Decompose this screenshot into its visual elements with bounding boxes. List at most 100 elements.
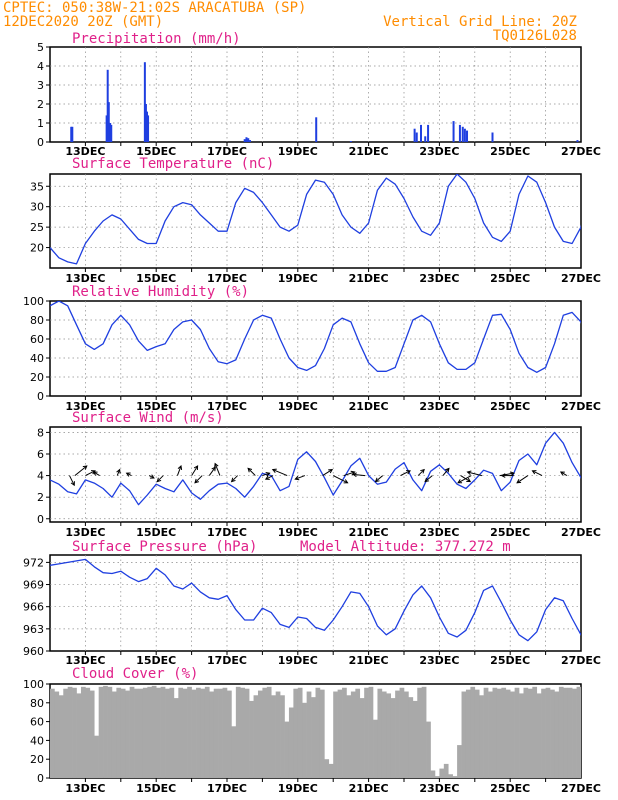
cloud-bar xyxy=(58,695,64,778)
cloud-bar xyxy=(288,707,294,778)
wind-ytick-label: 6 xyxy=(37,448,44,461)
cloud-bar xyxy=(395,690,400,778)
cloud-bar xyxy=(390,698,396,778)
precipitation-ytick-label: 5 xyxy=(37,41,44,54)
precipitation-bar xyxy=(243,139,246,142)
wind-vector-shaft xyxy=(208,466,216,476)
temperature-ytick-label: 20 xyxy=(30,242,44,255)
cloud-bar xyxy=(262,687,268,778)
cloud-bar xyxy=(319,689,325,778)
cloud-ytick-label: 60 xyxy=(30,716,44,729)
cloud-bar xyxy=(452,776,458,778)
header-vertical-grid-line: Vertical Grid Line: 20Z xyxy=(383,14,577,30)
cloud-bar xyxy=(218,688,223,778)
wind-vector-head xyxy=(194,478,199,484)
wind-vector-shaft xyxy=(74,465,88,476)
cloud-bar xyxy=(151,685,157,778)
temperature-frame xyxy=(49,173,582,269)
precipitation-xtick-label: 27DEC xyxy=(561,145,601,158)
cloud-bar xyxy=(134,688,139,778)
precipitation-bar xyxy=(415,132,418,142)
pressure-xtick-label: 25DEC xyxy=(490,654,530,667)
wind-vector-shaft xyxy=(332,475,348,484)
cloud-bar xyxy=(306,691,312,778)
cloud-bar xyxy=(585,690,590,778)
precipitation-plot-area xyxy=(70,62,579,142)
cloud-bar xyxy=(85,687,91,778)
cloud-bar xyxy=(98,686,104,778)
cloud-bar xyxy=(253,695,259,778)
precipitation-xtick-label: 17DEC xyxy=(207,145,247,158)
precipitation-bar xyxy=(147,115,150,142)
cloud-bar xyxy=(492,687,498,778)
cloud-bar xyxy=(173,698,179,778)
precipitation-bar xyxy=(105,115,108,142)
wind-vector-shaft xyxy=(247,468,256,476)
precipitation-xtick-label: 21DEC xyxy=(349,145,389,158)
cloud-bar xyxy=(541,688,546,778)
cloud-bar xyxy=(200,688,206,778)
humidity-xtick-label: 27DEC xyxy=(561,400,601,413)
humidity-plot-area xyxy=(50,301,581,373)
wind-vector-head xyxy=(156,477,162,483)
cloud-bar xyxy=(461,691,467,778)
temperature-ytick-label: 25 xyxy=(30,221,44,234)
cloud-bar xyxy=(399,687,405,778)
cloud-bar xyxy=(514,687,520,778)
precipitation-xtick-label: 23DEC xyxy=(419,145,459,158)
wind-vector-head xyxy=(424,477,430,483)
wind-xtick-label: 17DEC xyxy=(207,526,247,539)
wind-vector-head xyxy=(406,470,411,475)
pressure-xtick-label: 13DEC xyxy=(65,654,105,667)
pressure-ytick-label: 969 xyxy=(23,579,44,592)
wind-vector-head xyxy=(516,479,522,484)
cloud-bar xyxy=(333,691,338,778)
precipitation-bar xyxy=(107,102,110,142)
cloud-bar xyxy=(505,689,511,778)
cloud-bar xyxy=(72,687,77,778)
cloud-bar xyxy=(80,686,86,778)
cloud-bar xyxy=(368,686,374,778)
cloud-bar xyxy=(196,687,201,778)
cloud-bar xyxy=(457,745,462,778)
cloud-bar xyxy=(89,690,95,778)
wind-vector-head xyxy=(211,466,216,472)
humidity-xtick-label: 23DEC xyxy=(419,400,459,413)
cloud-bar xyxy=(359,698,365,778)
pressure-ytick-label: 963 xyxy=(23,623,44,636)
wind-xtick-label: 15DEC xyxy=(136,526,176,539)
precipitation-bar xyxy=(70,126,73,142)
pressure-xtick-label: 19DEC xyxy=(278,654,318,667)
pressure-panel: 960 963 966 969 972 13DEC 15DEC 17DEC 19DEC 21DEC… xyxy=(23,539,601,667)
wind-vector-head xyxy=(264,475,270,480)
wind-vector-shaft xyxy=(467,471,483,477)
precipitation-bar xyxy=(466,130,469,142)
cloud-bar xyxy=(434,776,440,778)
wind-vector-shaft xyxy=(93,471,100,477)
wind-vector-shaft xyxy=(191,465,199,476)
wind-vector-shaft xyxy=(262,472,270,477)
humidity-ytick-label: 80 xyxy=(30,314,44,327)
pressure-title-extra: Model Altitude: 377.272 m xyxy=(300,539,511,555)
wind-vector-shaft xyxy=(424,475,433,482)
cloud-bar xyxy=(111,691,117,778)
cloud-bar xyxy=(474,689,480,778)
cloud-bar xyxy=(404,691,409,778)
cloud-bar xyxy=(311,697,316,778)
precipitation-bar xyxy=(463,128,466,142)
cloud-bar xyxy=(572,688,577,778)
wind-frame xyxy=(49,426,582,523)
humidity-frame xyxy=(49,300,582,397)
cloud-bar xyxy=(284,721,290,778)
wind-vector-shaft xyxy=(176,465,182,476)
cloud-ytick-label: 40 xyxy=(30,734,44,747)
cloud-bar xyxy=(169,687,175,778)
temperature-ytick-label: 35 xyxy=(30,180,44,193)
cloud-xtick-label: 13DEC xyxy=(65,782,105,795)
cloud-bar xyxy=(129,686,135,778)
cloud-bar xyxy=(160,686,166,778)
wind-vector-shaft xyxy=(560,471,568,477)
cloud-xtick-label: 17DEC xyxy=(207,782,247,795)
cloud-xtick-label: 19DEC xyxy=(278,782,318,795)
precipitation-bar xyxy=(143,62,146,142)
